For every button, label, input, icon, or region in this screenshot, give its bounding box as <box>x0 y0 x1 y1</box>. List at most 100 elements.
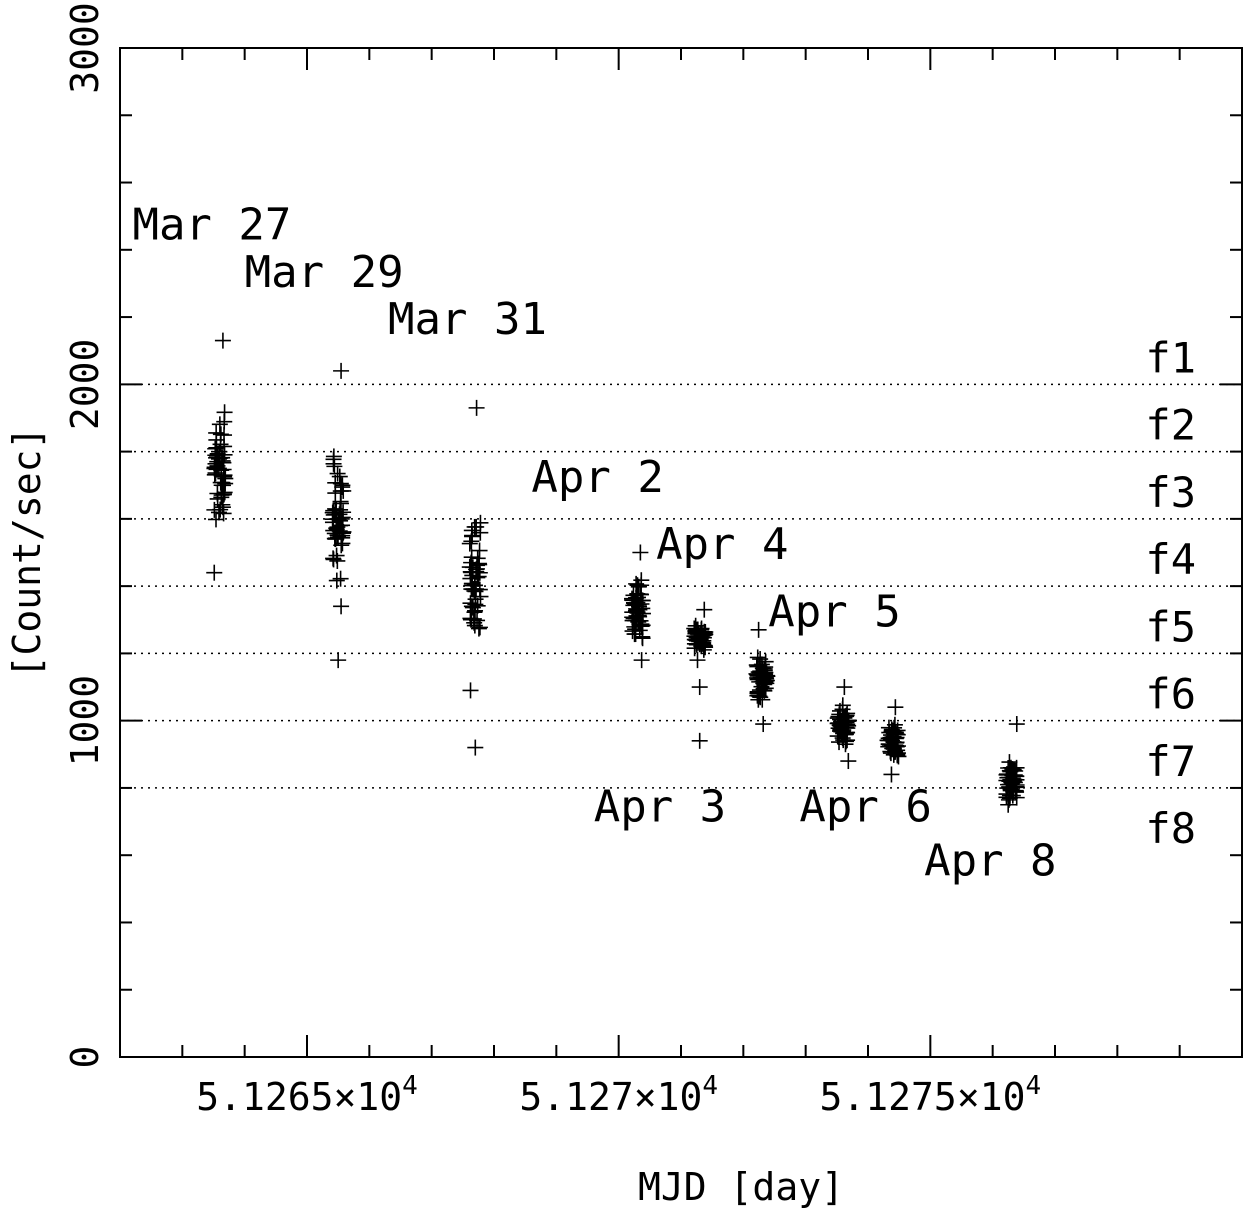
data-point <box>829 710 846 727</box>
data-point <box>334 525 351 542</box>
data-point <box>838 708 855 725</box>
data-point <box>469 612 486 629</box>
x-tick-label: 5.1265×104 <box>196 1071 418 1119</box>
data-point <box>883 766 900 783</box>
data-point <box>1007 763 1024 780</box>
data-point <box>334 479 351 496</box>
group-date-label: Mar 27 <box>132 200 291 251</box>
data-point <box>626 626 643 643</box>
data-point <box>1004 770 1021 787</box>
data-point <box>755 716 772 733</box>
data-point <box>463 549 480 566</box>
data-point <box>750 621 767 638</box>
data-point <box>214 499 231 516</box>
data-point <box>628 575 645 592</box>
data-point <box>836 679 853 696</box>
y-tick-label: 0 <box>63 1046 107 1069</box>
group-date-label: Apr 5 <box>768 586 900 637</box>
data-point <box>468 561 485 578</box>
x-axis-label: MJD [day] <box>638 1165 844 1209</box>
data-point <box>632 544 649 561</box>
data-point <box>463 522 480 539</box>
data-point-outlier <box>467 739 484 756</box>
data-point <box>327 474 344 491</box>
data-point <box>834 723 851 740</box>
data-point <box>325 448 342 465</box>
data-point <box>837 726 854 743</box>
data-point <box>840 712 857 729</box>
reference-line-label: f8 <box>1145 804 1196 853</box>
group-date-label: Mar 31 <box>388 294 547 345</box>
data-point <box>752 689 769 706</box>
data-point <box>329 552 346 569</box>
data-point <box>757 664 774 681</box>
data-point <box>624 612 641 629</box>
data-point-outlier <box>691 679 708 696</box>
data-point <box>213 489 230 506</box>
data-point <box>325 551 342 568</box>
data-point <box>466 577 483 594</box>
data-point <box>206 564 223 581</box>
data-point <box>335 482 352 499</box>
data-point <box>881 724 898 741</box>
data-point <box>885 728 902 745</box>
data-point <box>696 601 713 618</box>
data-point <box>689 652 706 669</box>
data-point <box>630 578 647 595</box>
data-point <box>634 600 651 617</box>
x-tick-label: 5.1275×104 <box>820 1071 1042 1119</box>
data-point <box>214 332 231 349</box>
data-point <box>887 699 904 716</box>
data-point <box>883 732 900 749</box>
data-point <box>749 649 766 666</box>
data-point <box>1007 779 1024 796</box>
reference-line-label: f2 <box>1145 401 1196 450</box>
data-point-outlier <box>330 652 347 669</box>
group-date-label: Mar 29 <box>245 247 404 298</box>
data-point <box>462 682 479 699</box>
reference-line-label: f3 <box>1145 468 1196 517</box>
y-axis-label: [Count/sec] <box>5 427 49 679</box>
data-point <box>1006 771 1023 788</box>
y-tick-label: 2000 <box>63 339 107 431</box>
data-point <box>840 753 857 770</box>
data-point <box>216 413 233 430</box>
reference-line-label: f1 <box>1145 333 1196 382</box>
data-point <box>334 524 351 541</box>
data-point <box>211 416 228 433</box>
data-point <box>461 535 478 552</box>
data-point <box>469 597 486 614</box>
data-point <box>464 599 481 616</box>
group-date-label: Apr 2 <box>531 452 663 503</box>
data-point <box>834 701 851 718</box>
reference-line-label: f6 <box>1145 670 1196 719</box>
group-date-label: Apr 3 <box>594 782 726 833</box>
data-point <box>629 589 646 606</box>
data-point <box>212 426 229 443</box>
data-point <box>998 789 1015 806</box>
y-tick-label: 3000 <box>63 2 107 94</box>
data-point <box>1000 791 1017 808</box>
data-point <box>749 667 766 684</box>
data-point <box>206 501 223 518</box>
data-point <box>215 454 232 471</box>
group-date-label: Apr 6 <box>799 782 931 833</box>
data-point <box>212 474 229 491</box>
data-point <box>625 587 642 604</box>
y-tick-label: 1000 <box>63 675 107 767</box>
reference-line-label: f7 <box>1145 737 1196 786</box>
data-point <box>1008 716 1025 733</box>
data-point <box>468 518 485 535</box>
data-point <box>332 570 349 587</box>
data-point <box>329 465 346 482</box>
data-point <box>758 672 775 689</box>
data-point <box>632 586 649 603</box>
reference-line-label: f4 <box>1145 535 1196 584</box>
data-point <box>325 506 342 523</box>
data-point <box>687 632 704 649</box>
data-point <box>324 504 341 521</box>
data-point <box>333 362 350 379</box>
data-point <box>633 652 650 669</box>
